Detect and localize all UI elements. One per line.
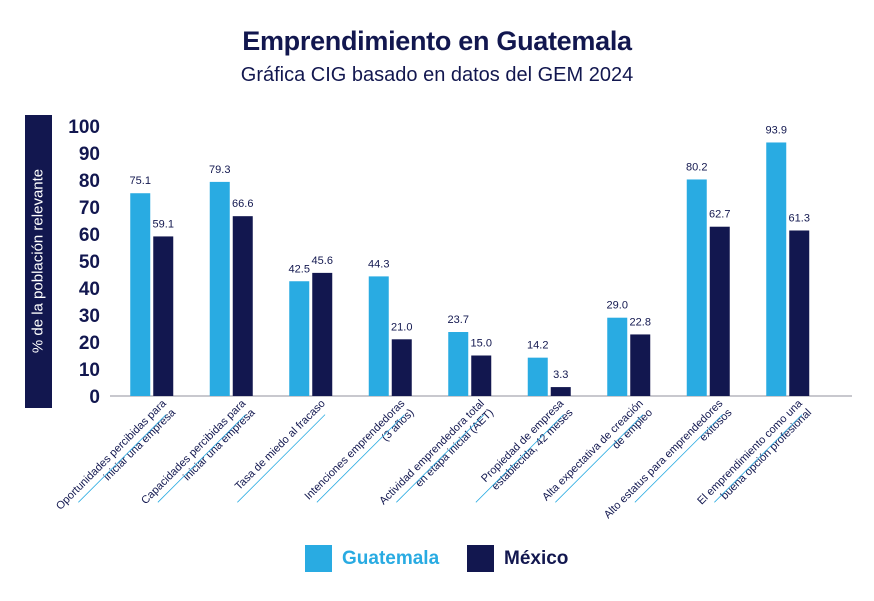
bar-guatemala [368,276,389,396]
data-label-guatemala: 29.0 [607,300,628,312]
bar-guatemala [607,317,628,396]
data-label-guatemala: 23.7 [448,314,469,326]
bar-guatemala [766,142,787,396]
y-tick-label: 0 [89,387,100,408]
bar-mexico [232,216,253,396]
bar-mexico [471,355,492,396]
legend-label-mexico: México [504,547,569,569]
x-tick-rule [157,414,246,503]
x-tick-label-line: buena opción profesional [719,407,814,502]
y-axis-label-box [25,115,52,408]
data-label-mexico: 62.7 [709,209,730,221]
data-label-guatemala: 80.2 [686,161,707,173]
data-label-mexico: 61.3 [789,212,810,224]
data-label-mexico: 45.6 [312,255,333,267]
bar-guatemala [527,357,548,396]
bar-mexico [789,230,810,396]
y-tick-label: 70 [79,198,100,219]
bar-guatemala [686,179,707,396]
y-tick-label: 60 [79,225,100,246]
x-tick-rule [237,414,326,503]
x-tick-label-text: Oportunidades percibidas parainiciar una… [54,397,179,522]
data-label-mexico: 22.8 [630,316,651,328]
x-tick-rule [78,414,167,503]
data-label-mexico: 3.3 [553,369,568,381]
bar-guatemala [130,193,151,396]
legend-label-guatemala: Guatemala [342,547,440,569]
data-label-guatemala: 44.3 [368,258,389,270]
data-label-guatemala: 93.9 [766,124,787,136]
bar-guatemala [209,181,230,396]
legend-item-mexico: México [467,545,568,572]
bar-mexico [630,334,651,396]
x-tick-rule [316,414,405,503]
data-label-mexico: 15.0 [471,338,492,350]
legend: Guatemala México [0,545,874,575]
x-tick-rule [714,414,803,503]
x-tick-label-line: Propiedad de empresa [479,397,567,485]
bar-mexico [550,387,571,396]
data-label-guatemala: 14.2 [527,340,548,352]
x-tick-rule [634,414,723,503]
x-tick-rule [396,414,485,503]
data-label-guatemala: 75.1 [130,175,151,187]
legend-item-guatemala: Guatemala [305,545,439,572]
y-tick-label: 20 [79,333,100,354]
bar-mexico [153,236,174,396]
legend-swatch-guatemala [305,545,332,572]
y-tick-label: 90 [79,144,100,165]
bar-guatemala [448,332,469,396]
bar-mexico [709,226,730,396]
data-label-guatemala: 42.5 [289,263,310,275]
chart-title: Emprendimiento en Guatemala [242,26,632,56]
y-tick-label: 40 [79,279,100,300]
bar-mexico [312,272,333,396]
x-tick-rule [555,414,644,503]
x-tick-rule [475,414,564,503]
x-tick-label: Oportunidades percibidas parainiciar una… [54,397,179,522]
legend-swatch-mexico [467,545,494,572]
y-tick-label: 80 [79,171,100,192]
chart-subtitle: Gráfica CIG basado en datos del GEM 2024 [240,64,634,86]
y-tick-label: 10 [79,360,100,381]
data-label-guatemala: 79.3 [209,164,230,176]
data-label-mexico: 59.1 [153,218,174,230]
data-label-mexico: 66.6 [232,198,253,210]
x-tick-label-text: Intenciones emprendedoras(3 años) [302,397,416,511]
x-tick-label: Intenciones emprendedoras(3 años) [302,397,416,511]
data-label-mexico: 21.0 [391,321,412,333]
bar-mexico [391,339,412,396]
y-tick-label: 50 [79,252,100,273]
y-tick-label: 100 [68,117,100,138]
bar-guatemala [289,281,310,396]
y-tick-label: 30 [79,306,100,327]
